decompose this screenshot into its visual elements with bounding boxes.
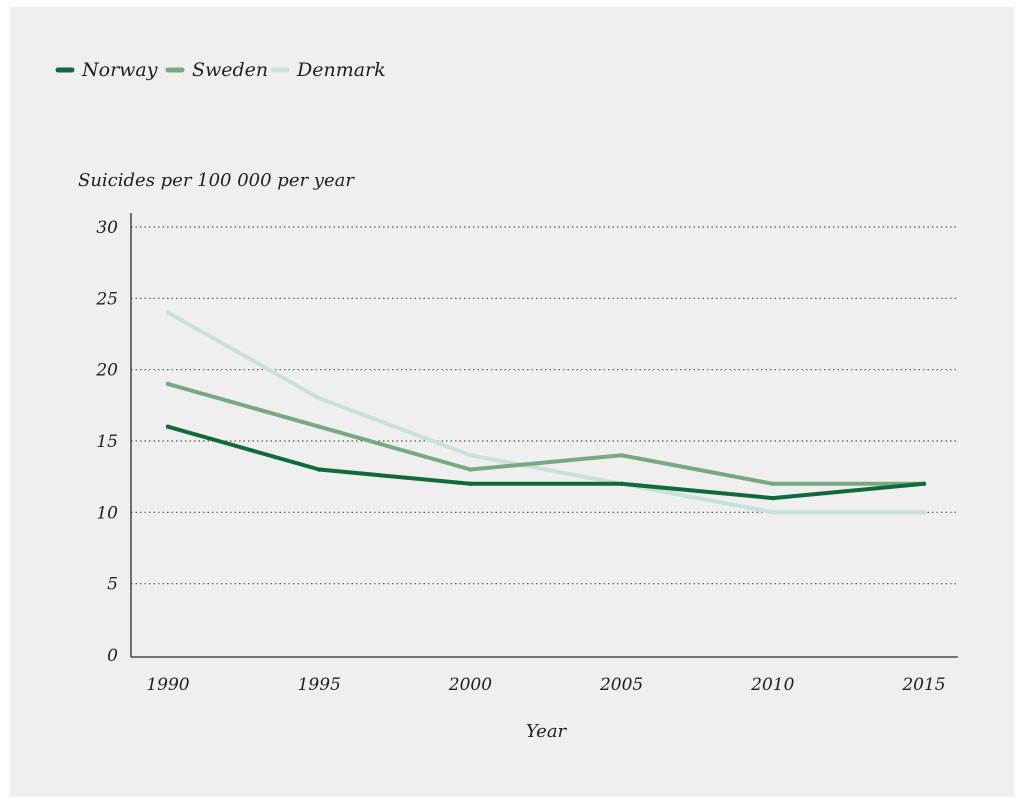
- data-point-norway: [921, 481, 927, 486]
- y-tick-label: 0: [107, 646, 118, 666]
- data-point-norway: [468, 481, 473, 486]
- x-tick-label: 2005: [599, 675, 643, 695]
- legend: Norway Sweden Denmark: [55, 59, 386, 81]
- y-tick-label: 5: [107, 575, 118, 595]
- y-tick-label: 20: [95, 361, 118, 381]
- data-point-sweden: [468, 467, 473, 472]
- chart-panel: [10, 7, 1014, 797]
- data-point-denmark: [317, 396, 322, 401]
- gridlines: [131, 226, 958, 585]
- data-point-denmark: [921, 510, 927, 515]
- legend-label-norway: Norway: [81, 59, 158, 81]
- data-point-norway: [317, 467, 322, 472]
- series-line-denmark: [166, 310, 926, 515]
- data-point-sweden: [165, 381, 171, 387]
- data-point-sweden: [317, 424, 322, 429]
- y-tick-labels: 0 5 10 15 20 25 30: [95, 218, 118, 666]
- data-point-sweden: [619, 453, 624, 458]
- x-tick-label: 2000: [448, 675, 492, 695]
- x-tick-label: 1995: [298, 675, 341, 695]
- data-point-denmark: [468, 453, 473, 458]
- x-axis-title: Year: [526, 721, 568, 742]
- y-tick-label: 30: [96, 218, 118, 238]
- legend-label-denmark: Denmark: [296, 59, 386, 81]
- data-point-norway: [165, 424, 171, 429]
- y-tick-label: 25: [95, 289, 118, 309]
- x-tick-labels: 1990 1995 2000 2005 2010 2015: [146, 675, 945, 695]
- data-point-denmark: [165, 310, 171, 315]
- x-tick-label: 1990: [146, 675, 189, 695]
- x-tick-label: 2015: [901, 675, 945, 695]
- series-line-sweden: [166, 381, 926, 486]
- data-point-norway: [619, 481, 624, 486]
- data-point-sweden: [770, 481, 775, 486]
- y-tick-label: 10: [96, 503, 118, 523]
- x-tick-label: 2010: [750, 675, 794, 695]
- y-tick-label: 15: [96, 432, 118, 452]
- series-lines: [165, 310, 927, 515]
- y-axis-title: Suicides per 100 000 per year: [78, 170, 355, 191]
- data-point-norway: [770, 495, 775, 501]
- series-line-norway: [166, 424, 926, 501]
- data-point-denmark: [770, 510, 775, 515]
- legend-label-sweden: Sweden: [192, 59, 268, 81]
